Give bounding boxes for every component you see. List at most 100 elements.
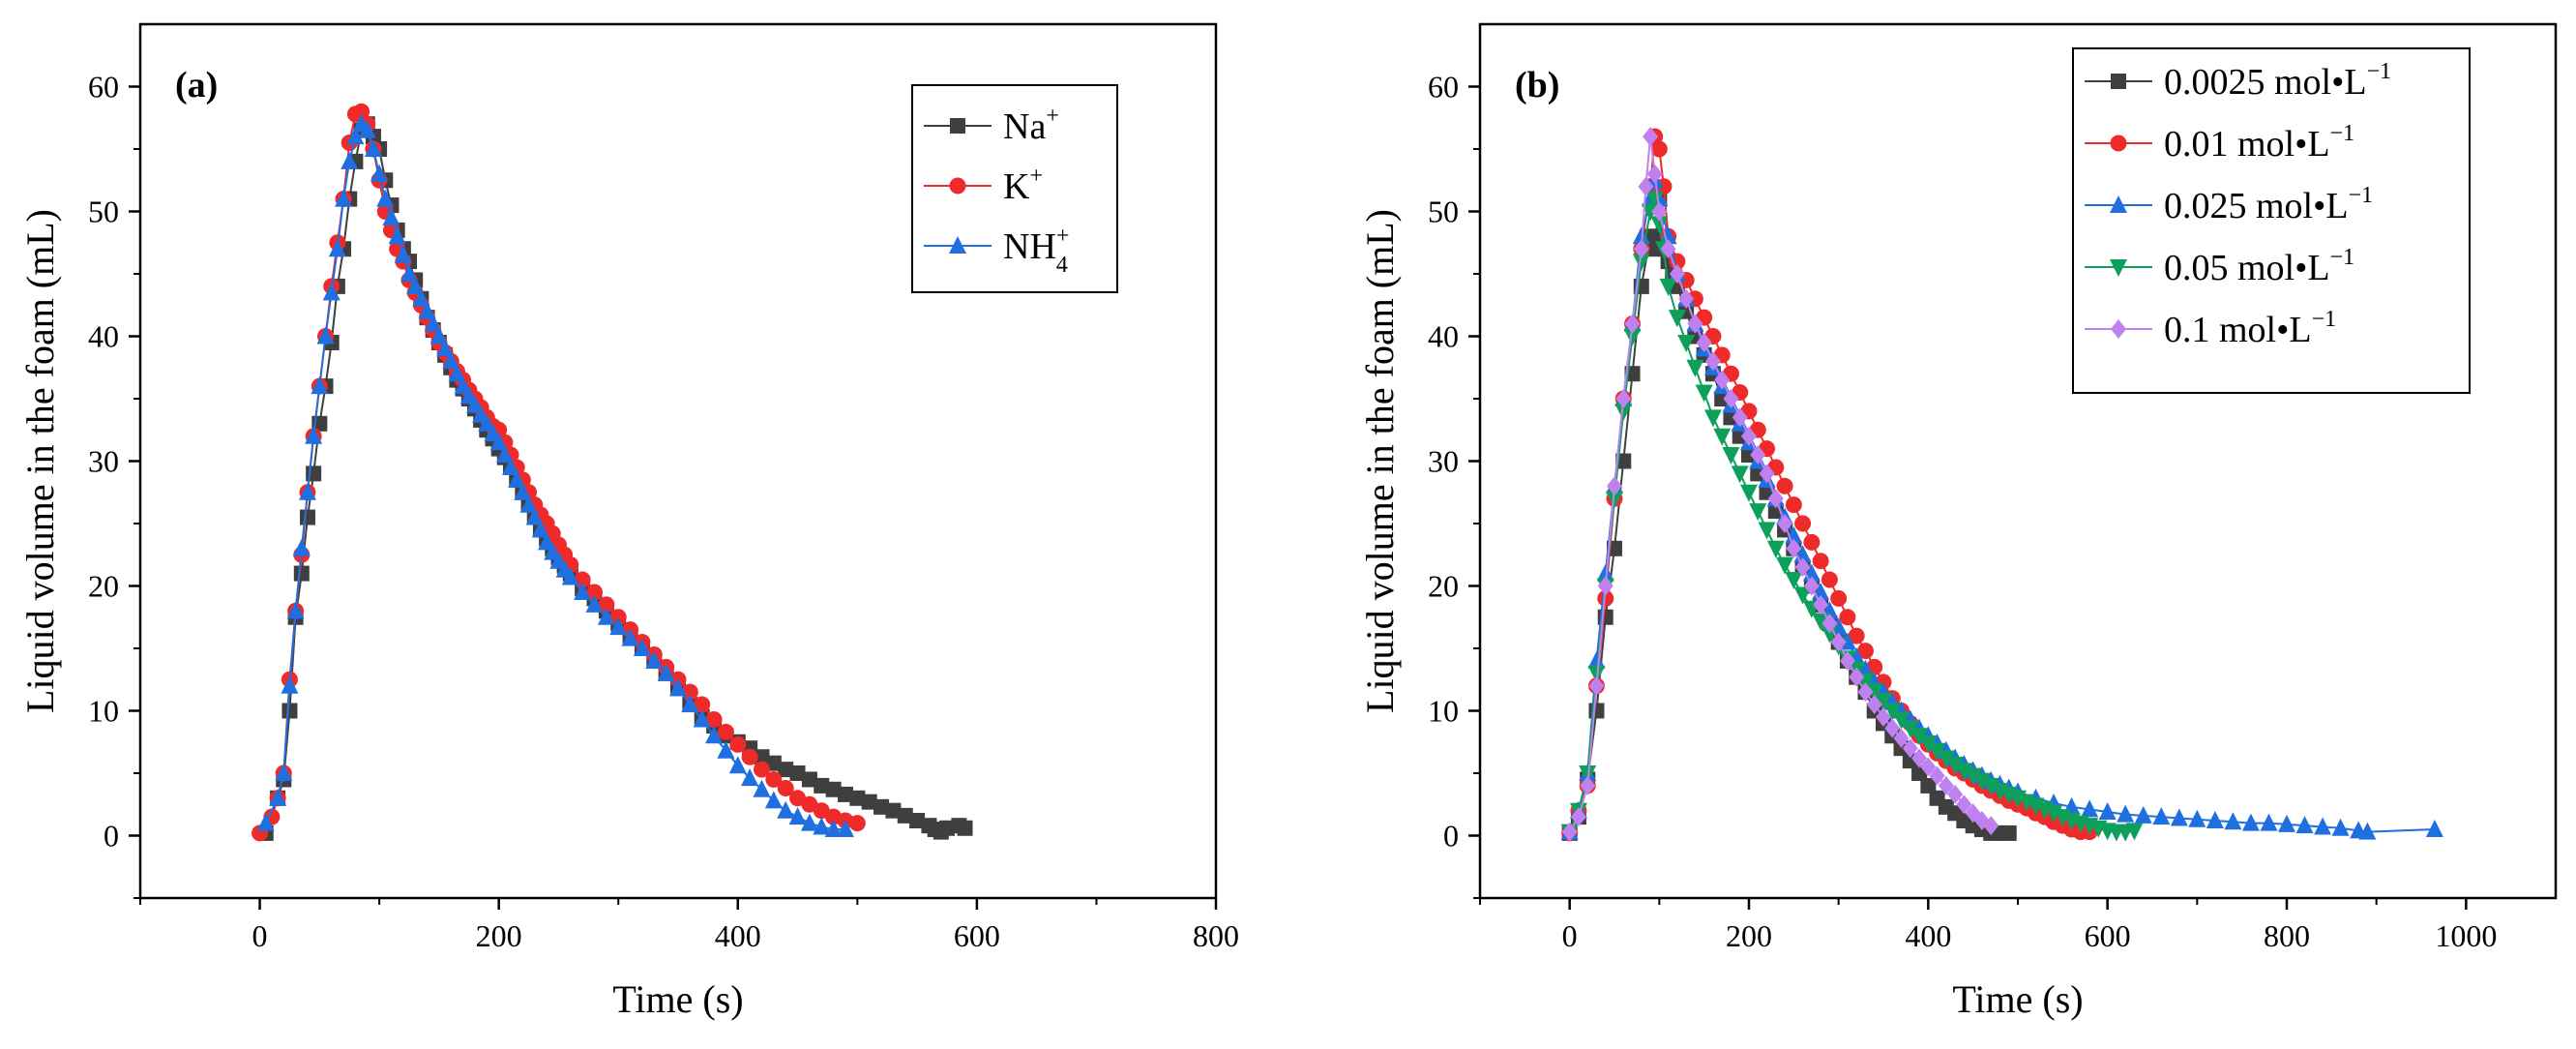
data-point <box>705 711 723 729</box>
data-point <box>1614 403 1633 421</box>
data-point <box>1669 264 1685 284</box>
data-point <box>861 794 877 810</box>
data-point <box>1645 191 1664 209</box>
legend-entry: 0.025 mol•L−1 <box>2164 183 2373 226</box>
data-point <box>1884 718 1901 738</box>
data-point <box>489 433 508 451</box>
data-point <box>429 326 448 345</box>
data-point <box>1588 675 1605 696</box>
legend-marker <box>2110 259 2127 277</box>
legend-marker <box>2110 135 2127 152</box>
data-point <box>586 584 604 601</box>
data-point <box>1857 682 1874 703</box>
data-point <box>2224 812 2242 830</box>
data-point <box>1587 650 1606 669</box>
data-point <box>1856 643 1874 660</box>
data-point <box>801 771 817 788</box>
data-point <box>1911 748 1928 768</box>
data-point <box>1659 226 1677 245</box>
data-point <box>717 723 734 740</box>
data-point <box>800 813 818 831</box>
data-point <box>729 735 747 753</box>
data-point <box>885 802 902 819</box>
data-point <box>1813 594 1829 614</box>
data-point <box>1875 693 1892 711</box>
legend-label: 0.1 mol•L <box>2164 310 2312 350</box>
legend-marker <box>2111 74 2126 89</box>
data-point <box>508 469 526 488</box>
data-point <box>256 813 275 831</box>
data-point <box>538 532 556 551</box>
data-point <box>1561 822 1578 842</box>
data-point <box>1786 538 1802 558</box>
data-point <box>1947 784 1964 804</box>
data-point <box>813 817 831 835</box>
data-point <box>1902 738 1918 759</box>
legend-label: 0.05 mol•L <box>2164 248 2330 288</box>
data-point <box>328 239 346 257</box>
data-point <box>388 226 406 245</box>
data-point <box>1803 533 1821 551</box>
data-point <box>341 151 359 169</box>
data-point <box>1606 491 1623 509</box>
data-point <box>1803 576 1820 596</box>
data-point <box>1920 757 1937 777</box>
data-point <box>1893 728 1910 748</box>
data-point <box>609 609 627 626</box>
data-point <box>1638 176 1654 196</box>
data-point <box>1651 201 1668 222</box>
data-point <box>1668 310 1686 328</box>
legend-label: NH <box>1003 226 1056 267</box>
data-point <box>1580 775 1596 795</box>
data-point <box>1759 464 1775 484</box>
legend-entry: 0.1 mol•L−1 <box>2164 307 2336 350</box>
legend-entry: K+ <box>1003 164 1043 207</box>
legend: Na+K+NH+ 4 <box>911 84 1118 293</box>
data-point <box>765 755 782 771</box>
data-point <box>1839 609 1856 626</box>
data-point <box>478 413 496 432</box>
data-point <box>1955 763 1973 781</box>
data-point <box>1758 522 1776 540</box>
data-point <box>448 364 466 382</box>
data-point <box>1777 514 1793 533</box>
data-point <box>2358 822 2377 840</box>
legend-marker <box>949 177 966 195</box>
data-point <box>825 781 842 797</box>
legend-box <box>2072 47 2471 394</box>
data-point <box>2152 807 2171 825</box>
data-point <box>525 507 544 525</box>
series-2 <box>256 114 854 838</box>
data-point <box>1740 484 1758 502</box>
data-point <box>1703 409 1722 428</box>
data-point <box>1750 445 1766 465</box>
data-point <box>728 756 747 774</box>
data-point <box>1588 703 1605 719</box>
x-tick-label: 400 <box>715 918 761 953</box>
data-point <box>777 800 795 819</box>
data-point <box>1713 428 1732 446</box>
data-point <box>1794 557 1811 578</box>
chart-panel-a: 0 200 400 600 800 0 10 20 30 40 50 60 Time (s) Liquid… <box>18 22 1239 1021</box>
legend-subscript: 4 <box>1056 253 1068 278</box>
data-point <box>824 820 843 838</box>
data-point <box>1731 465 1749 484</box>
panel-label: (a) <box>175 65 218 105</box>
data-point <box>531 520 549 538</box>
data-point <box>693 709 711 728</box>
data-point <box>1570 807 1586 827</box>
data-point <box>598 596 615 614</box>
data-point <box>1776 477 1793 495</box>
data-point <box>669 678 687 697</box>
data-point <box>1696 332 1712 352</box>
data-point <box>316 326 335 345</box>
data-point <box>281 675 299 694</box>
data-point <box>1677 334 1696 352</box>
data-point <box>754 749 770 765</box>
data-point <box>394 245 412 263</box>
data-point <box>1938 775 1954 795</box>
legend-label: K <box>1003 166 1030 207</box>
x-tick-label: 0 <box>1562 918 1578 953</box>
data-point <box>753 779 771 797</box>
